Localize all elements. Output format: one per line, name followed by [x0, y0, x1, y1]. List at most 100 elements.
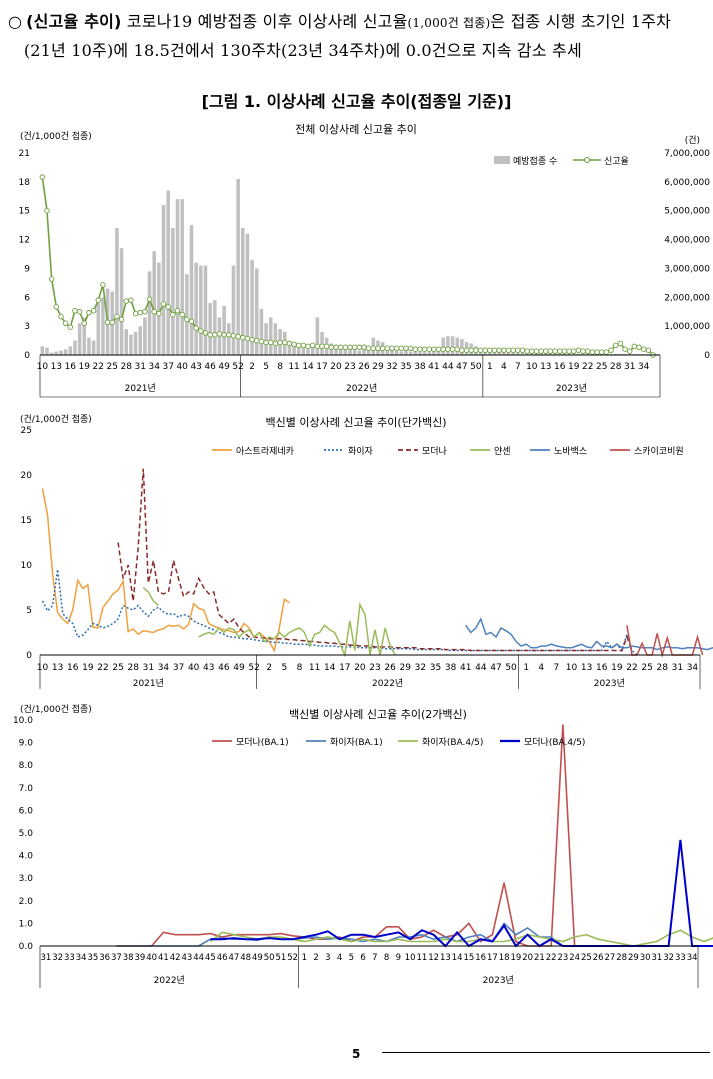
chart1-rate-point — [295, 342, 302, 349]
chart1-bar — [59, 350, 63, 355]
chart1-bar — [618, 353, 623, 355]
chart2-x-tick: 31 — [143, 663, 154, 673]
chart1-x-tick: 13 — [51, 362, 62, 372]
chart2-legend-label: 얀센 — [494, 445, 511, 457]
chart1-rate-point — [584, 348, 591, 354]
chart1-rate-point — [356, 344, 363, 351]
chart1-rate-point — [193, 325, 199, 331]
chart1-x-tick: 22 — [582, 362, 593, 372]
chart3-y-tick: 8.0 — [19, 761, 34, 771]
chart1-rate-point — [226, 332, 232, 338]
chart1-bar — [399, 351, 404, 355]
chart1-rate-point — [561, 348, 568, 354]
chart1-bar — [366, 347, 371, 355]
chart1-rate-point — [389, 345, 395, 352]
chart1-rate-point — [351, 344, 358, 351]
chart3-y-tick: 6.0 — [19, 806, 34, 816]
chart1-x-tick: 44 — [442, 362, 454, 372]
chart1-yright-tick: 1,000,000 — [664, 322, 710, 332]
chart1-x-tick: 4 — [501, 362, 507, 372]
intro-line1-b: 은 접종 시행 초기인 1주차 — [490, 12, 672, 31]
chart1-rate-point — [165, 304, 171, 310]
chart2-x-tick: 25 — [112, 663, 123, 673]
chart2-series-line — [198, 602, 396, 658]
chart1-bar — [101, 297, 105, 355]
chart1-x-tick: 2 — [249, 362, 255, 372]
chart2-year-label: 2021년 — [133, 678, 164, 689]
chart1-rate-point — [95, 297, 102, 303]
chart1-rate-point — [557, 348, 563, 354]
chart1-yright-tick: 0 — [704, 351, 710, 361]
chart3-x-tick: 37 — [111, 953, 122, 963]
chart1-rate-point — [515, 347, 521, 353]
chart2-y-tick: 10 — [21, 561, 33, 571]
chart1-yright-tick: 3,000,000 — [664, 264, 710, 274]
chart1-bar — [119, 248, 124, 355]
chart1-yright-tick: 7,000,000 — [664, 149, 710, 159]
chart1-rate-point — [132, 310, 139, 317]
chart1-rate-point — [636, 344, 642, 351]
chart2-x-tick: 22 — [626, 663, 637, 673]
chart3-x-tick: 34 — [687, 953, 698, 963]
chart3-x-tick: 4 — [337, 953, 342, 963]
chart1-bar — [422, 352, 427, 355]
chart1-rate-point — [566, 348, 572, 354]
chart1-rate-point — [347, 344, 353, 351]
chart1-bar — [571, 353, 576, 355]
chart3-x-tick: 31 — [40, 953, 51, 963]
chart2-series-line — [41, 569, 638, 656]
chart3-y-tick: 4.0 — [19, 852, 34, 862]
chart1-bar — [352, 349, 357, 355]
chart1-year-label: 2023년 — [556, 383, 587, 394]
chart1-rate-point — [212, 332, 218, 338]
chart1-rate-point — [431, 346, 437, 352]
chart3-x-tick: 7 — [372, 953, 377, 963]
chart2-x-tick: 49 — [233, 663, 245, 673]
chart1-bar — [273, 323, 278, 355]
chart3-series-line — [116, 724, 576, 947]
chart1-rate-point — [53, 304, 60, 310]
chart3-y-tick: 0.0 — [19, 942, 34, 952]
chart1-bar — [544, 353, 548, 355]
chart1-rate-point — [184, 316, 190, 323]
chart2-y-tick: 0 — [26, 651, 32, 661]
chart1-bar — [82, 317, 87, 355]
chart1-bar — [460, 339, 464, 355]
chart2-x-tick: 5 — [281, 663, 287, 673]
chart2-series-line — [41, 488, 290, 653]
chart3-x-tick: 28 — [616, 953, 627, 963]
chart1-bar — [576, 353, 581, 355]
chart1-x-tick: 28 — [121, 362, 133, 372]
chart1-rate-point — [58, 313, 64, 320]
chart1-rate-point — [580, 348, 586, 354]
chart1-rate-point — [468, 347, 474, 353]
intro-line2-d: 에 0.0건으로 지속 감소 추세 — [385, 41, 582, 60]
chart1-x-tick: 8 — [277, 362, 283, 372]
chart3-x-tick: 40 — [146, 953, 157, 963]
chart1-bar — [268, 317, 273, 355]
chart1-rate-point — [67, 324, 74, 330]
chart3-x-tick: 32 — [52, 953, 63, 963]
chart1-bar — [338, 347, 343, 355]
chart3-x-tick: 35 — [87, 953, 98, 963]
chart1-rate-point — [622, 346, 628, 352]
chart1-bar — [567, 353, 571, 355]
chart2-x-tick: 46 — [218, 663, 230, 673]
chart1-rate-point — [142, 308, 148, 315]
chart1-rate-point — [598, 349, 605, 355]
chart1-yright-label: (건) — [685, 135, 700, 146]
chart1-bar — [450, 336, 455, 355]
chart1-bar — [497, 352, 501, 355]
chart1-x-tick: 16 — [554, 362, 566, 372]
intro-paragraph: ○ (신고율 추이) 코로나19 예방접종 이후 이상사례 신고율(1,000건 … — [8, 8, 708, 65]
chart3-x-tick: 39 — [134, 953, 145, 963]
bullet: ○ — [8, 12, 23, 31]
chart1-bar — [129, 334, 133, 355]
chart1-x-tick: 11 — [288, 362, 299, 372]
chart1-rate-point — [160, 301, 167, 307]
chart1-yleft-tick: 12 — [19, 236, 30, 246]
chart1-bar — [441, 337, 446, 355]
chart2-y-tick: 20 — [21, 471, 33, 481]
chart1-bar — [245, 233, 250, 355]
chart3-ylabel: (건/1,000건 접종) — [20, 703, 92, 715]
